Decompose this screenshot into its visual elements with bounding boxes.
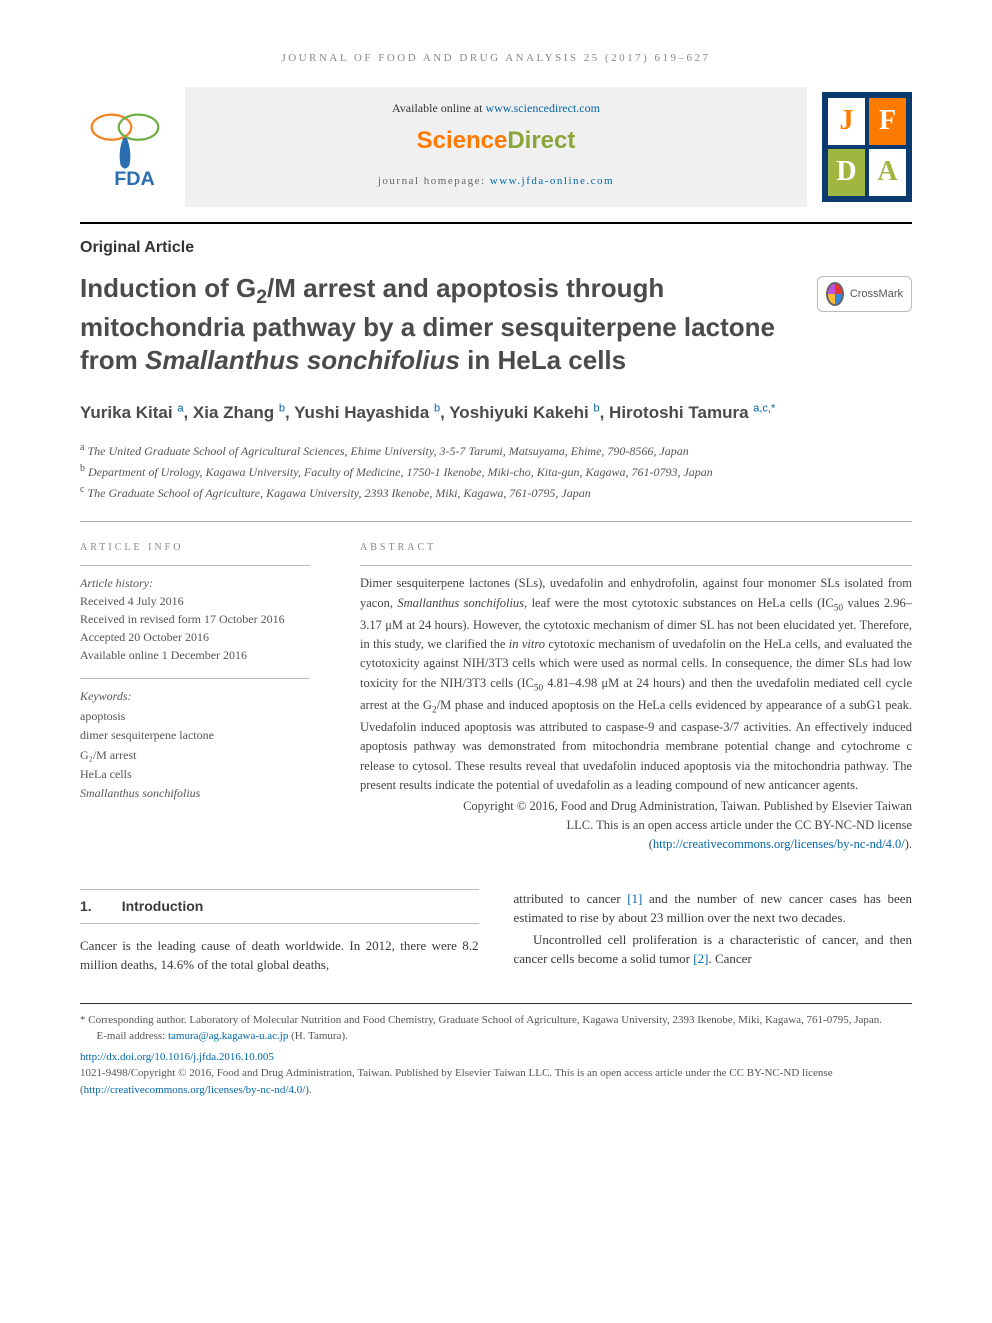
keyword: Smallanthus sonchifolius [80,784,310,803]
copyright-line3: ). [905,837,912,851]
abstract-column: ABSTRACT Dimer sesquiterpene lactones (S… [360,540,912,853]
authors: Yurika Kitai a, Xia Zhang b, Yushi Hayas… [80,400,912,426]
article-type: Original Article [80,236,912,260]
section-title: Introduction [122,896,204,917]
affiliation-c: c The Graduate School of Agriculture, Ka… [80,482,912,503]
homepage-prefix: journal homepage: [378,175,490,187]
email-line: E-mail address: tamura@ag.kagawa-u.ac.jp… [80,1028,912,1045]
cc-license-link-footer[interactable]: http://creativecommons.org/licenses/by-n… [84,1084,306,1096]
jfda-f: F [869,98,906,145]
section-heading: 1. Introduction [80,889,479,924]
jfda-logo: J F D A [822,92,912,202]
body-columns: 1. Introduction Cancer is the leading ca… [80,889,912,975]
copyright-block: Copyright © 2016, Food and Drug Administ… [360,797,912,853]
divider [80,521,912,522]
crossmark-label: CrossMark [850,286,903,303]
keyword: HeLa cells [80,765,310,784]
crossmark-badge[interactable]: CrossMark [817,276,912,312]
affiliations: a The United Graduate School of Agricult… [80,440,912,504]
cc-license-link[interactable]: http://creativecommons.org/licenses/by-n… [653,837,905,851]
available-prefix: Available online at [392,101,485,115]
keywords-block: Keywords: apoptosis dimer sesquiterpene … [80,678,310,803]
fda-logo: FDA [80,102,170,192]
body-column-right: attributed to cancer [1] and the number … [514,889,913,975]
homepage-line: journal homepage: www.jfda-online.com [205,173,787,190]
keyword: G₂/M arrest [80,746,310,765]
running-header: JOURNAL OF FOOD AND DRUG ANALYSIS 25 (20… [80,50,912,67]
keyword: dimer sesquiterpene lactone [80,726,310,745]
history-heading: Article history: [80,576,153,590]
divider [80,222,912,224]
article-info-column: ARTICLE INFO Article history: Received 4… [80,540,310,853]
history-online: Available online 1 December 2016 [80,648,247,662]
available-online-line: Available online at www.sciencedirect.co… [205,99,787,117]
history-received: Received 4 July 2016 [80,594,184,608]
citation-link[interactable]: [2] [693,951,708,966]
svg-text:FDA: FDA [114,168,155,190]
doi-link[interactable]: http://dx.doi.org/10.1016/j.jfda.2016.10… [80,1049,912,1066]
jfda-a: A [869,149,906,196]
crossmark-icon [826,282,844,306]
copyright-line1: Copyright © 2016, Food and Drug Administ… [463,799,912,813]
abstract-text: Dimer sesquiterpene lactones (SLs), uved… [360,565,912,795]
body-column-left: 1. Introduction Cancer is the leading ca… [80,889,479,975]
email-link[interactable]: tamura@ag.kagawa-u.ac.jp [168,1030,288,1042]
keywords-heading: Keywords: [80,687,310,705]
history-accepted: Accepted 20 October 2016 [80,630,209,644]
jfda-j: J [828,98,865,145]
intro-paragraph-3: Uncontrolled cell proliferation is a cha… [514,930,913,969]
issn-copyright: 1021-9498/Copyright © 2016, Food and Dru… [80,1065,912,1098]
footnotes: * Corresponding author. Laboratory of Mo… [80,1003,912,1099]
keyword: apoptosis [80,707,310,726]
article-info-label: ARTICLE INFO [80,540,310,555]
article-title: Induction of G2/M arrest and apoptosis t… [80,272,797,378]
intro-paragraph-2: attributed to cancer [1] and the number … [514,889,913,928]
sciencedirect-logo: ScienceDirect [205,123,787,159]
affiliation-a: a The United Graduate School of Agricult… [80,440,912,461]
abstract-label: ABSTRACT [360,540,912,555]
banner-center: Available online at www.sciencedirect.co… [185,87,807,208]
section-number: 1. [80,896,92,917]
history-revised: Received in revised form 17 October 2016 [80,612,285,626]
citation-link[interactable]: [1] [627,891,642,906]
sciencedirect-link[interactable]: www.sciencedirect.com [485,101,600,115]
homepage-link[interactable]: www.jfda-online.com [490,175,614,187]
corresponding-author: * Corresponding author. Laboratory of Mo… [80,1012,912,1029]
jfda-d: D [828,149,865,196]
affiliation-b: b Department of Urology, Kagawa Universi… [80,461,912,482]
article-history: Article history: Received 4 July 2016 Re… [80,565,310,664]
intro-paragraph-1: Cancer is the leading cause of death wor… [80,936,479,975]
journal-banner: FDA Available online at www.sciencedirec… [80,87,912,208]
